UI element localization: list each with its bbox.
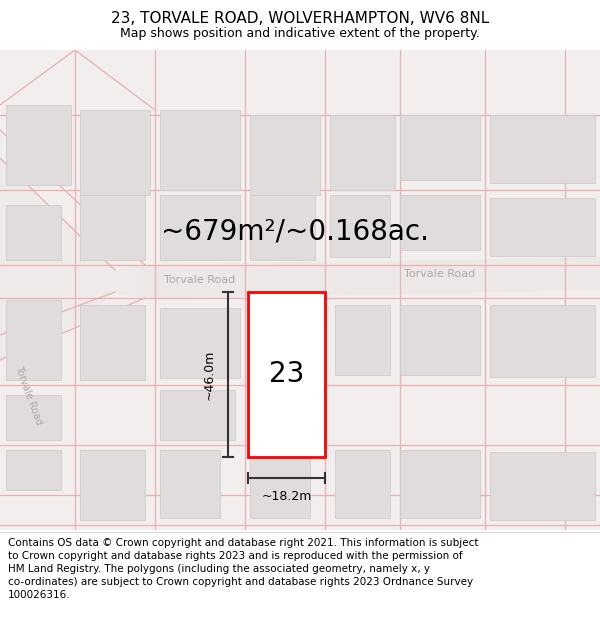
Bar <box>80 305 145 380</box>
Bar <box>400 305 480 375</box>
Bar <box>160 110 240 190</box>
Text: ~679m²/~0.168ac.: ~679m²/~0.168ac. <box>161 218 429 246</box>
Polygon shape <box>140 258 600 298</box>
Bar <box>160 390 235 440</box>
Bar <box>250 195 315 260</box>
Text: Torvale Road: Torvale Road <box>164 275 236 285</box>
Bar <box>80 450 145 520</box>
Bar <box>6 450 61 490</box>
Bar <box>160 450 220 518</box>
Text: Torvale Road: Torvale Road <box>13 364 43 426</box>
Bar <box>80 195 145 260</box>
Bar <box>160 195 240 260</box>
Bar <box>330 195 390 257</box>
Bar <box>490 305 595 377</box>
Text: Contains OS data © Crown copyright and database right 2021. This information is : Contains OS data © Crown copyright and d… <box>8 538 478 601</box>
Bar <box>400 450 480 518</box>
Text: 23, TORVALE ROAD, WOLVERHAMPTON, WV6 8NL: 23, TORVALE ROAD, WOLVERHAMPTON, WV6 8NL <box>111 11 489 26</box>
Polygon shape <box>0 130 600 360</box>
Text: Torvale Road: Torvale Road <box>404 269 476 279</box>
Bar <box>250 390 310 442</box>
Bar <box>6 105 71 185</box>
Bar <box>335 305 390 375</box>
Text: ~18.2m: ~18.2m <box>262 490 311 503</box>
Bar <box>250 115 320 195</box>
Bar <box>490 452 595 520</box>
Bar <box>330 115 395 190</box>
Bar <box>6 300 61 380</box>
Bar <box>160 308 240 378</box>
Text: Map shows position and indicative extent of the property.: Map shows position and indicative extent… <box>120 27 480 40</box>
Bar <box>490 115 595 183</box>
Bar <box>400 195 480 250</box>
Bar <box>400 115 480 180</box>
Bar <box>6 395 61 440</box>
Bar <box>80 110 150 195</box>
Bar <box>6 205 61 260</box>
Bar <box>490 198 595 256</box>
Bar <box>335 450 390 518</box>
Bar <box>250 450 310 518</box>
Text: ~46.0m: ~46.0m <box>203 349 216 400</box>
Bar <box>248 292 325 457</box>
Text: 23: 23 <box>269 361 304 389</box>
